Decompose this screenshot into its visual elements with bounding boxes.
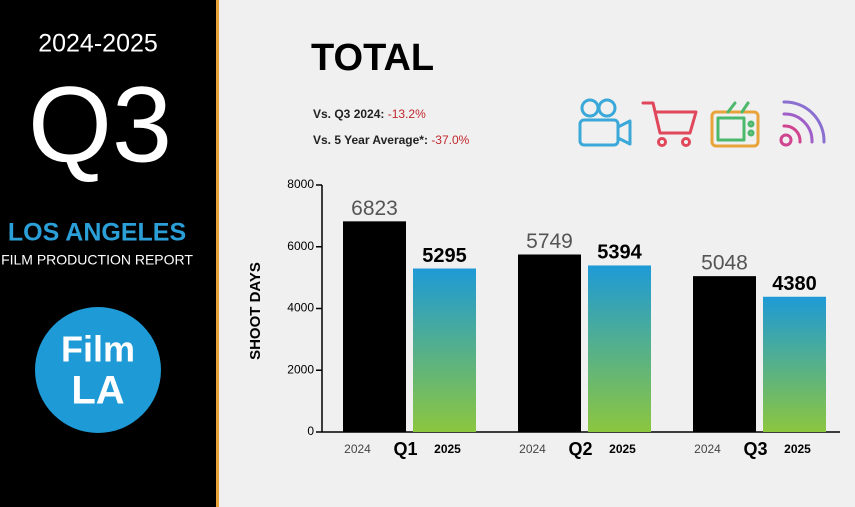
signal-icon [779, 100, 826, 147]
comparison-label: Vs. 5 Year Average*: [313, 133, 428, 147]
quarter: Q3 [28, 64, 172, 185]
icons [578, 98, 826, 148]
x-tick-label: Q3 [743, 439, 767, 459]
comparison-value: -37.0% [431, 133, 469, 147]
value-label: 5749 [526, 230, 573, 253]
logo-text: Film [61, 329, 135, 370]
bar [588, 265, 651, 432]
value-label: 5048 [701, 252, 748, 275]
y-tick-label: 0 [307, 424, 314, 438]
camera-icon [578, 98, 632, 147]
x-tick-label: 2025 [609, 442, 636, 456]
bar [518, 254, 581, 432]
logo [35, 307, 161, 433]
value-label: 5394 [597, 242, 642, 264]
y-tick-label: 8000 [287, 177, 314, 191]
tv-icon [710, 101, 760, 148]
bar [693, 276, 756, 432]
bar [763, 296, 826, 432]
x-tick-label: Q2 [568, 439, 592, 459]
value-label: 4380 [772, 273, 817, 295]
chart-title: TOTAL [311, 37, 434, 79]
bar [413, 268, 476, 432]
comparison: Vs. 5 Year Average*: -37.0% [313, 133, 470, 147]
x-tick-label: 2025 [784, 442, 811, 456]
x-tick-label: 2025 [434, 442, 461, 456]
report-name: FILM PRODUCTION REPORT [1, 252, 193, 268]
y-tick-label: 2000 [287, 362, 314, 376]
x-tick-label: Q1 [393, 439, 417, 459]
comparison: Vs. Q3 2024: -13.2% [313, 107, 426, 121]
cart-icon [641, 101, 698, 147]
bar [343, 221, 406, 432]
region: LOS ANGELES [8, 219, 186, 247]
y-tick-label: 4000 [287, 301, 314, 315]
comparison-value: -13.2% [388, 107, 426, 121]
sidebar-border [216, 0, 219, 507]
value-label: 6823 [351, 197, 398, 220]
x-tick-label: 2024 [519, 442, 546, 456]
comparison-label: Vs. Q3 2024: [313, 107, 384, 121]
x-tick-label: 2024 [344, 442, 371, 456]
value-label: 5295 [422, 245, 467, 267]
x-tick-label: 2024 [694, 442, 721, 456]
y-axis-label: SHOOT DAYS [247, 262, 264, 360]
period: 2024-2025 [38, 30, 158, 58]
y-tick-label: 6000 [287, 239, 314, 253]
logo-text: LA [71, 369, 124, 413]
